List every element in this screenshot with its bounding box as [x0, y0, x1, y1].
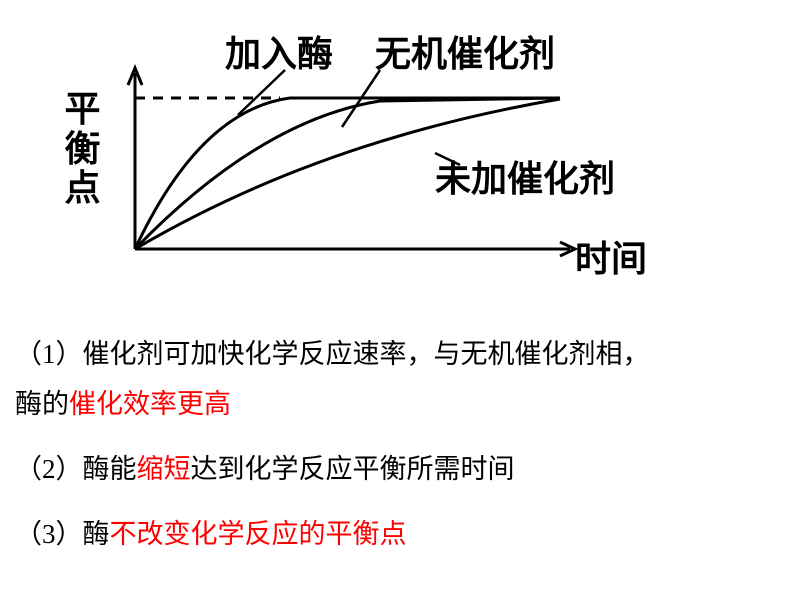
y-axis-label: 平 衡 点	[60, 90, 105, 209]
point-1-line-2: 酶的催化效率更高	[15, 380, 775, 430]
y-axis-label-char2: 衡	[64, 129, 100, 169]
point-1-highlight: 催化效率更高	[69, 389, 231, 419]
curve-label-none: 未加催化剂	[435, 150, 615, 202]
point-1-prefix: （1）催化剂可加快化学反应速率，与无机催化剂相，	[15, 339, 650, 369]
x-axis	[135, 242, 575, 256]
point-1-line-1: （1）催化剂可加快化学反应速率，与无机催化剂相，	[15, 330, 775, 380]
point-2-prefix: （2）酶能	[15, 454, 137, 484]
curve-label-enzyme: 加入酶	[225, 25, 333, 77]
curve-label-inorganic: 无机催化剂	[375, 25, 555, 77]
y-axis-label-char1: 平	[64, 89, 100, 129]
point-3: （3）酶不改变化学反应的平衡点	[15, 510, 775, 560]
y-axis	[128, 68, 142, 249]
point-2-highlight: 缩短	[137, 454, 191, 484]
point-2-suffix: 达到化学反应平衡所需时间	[191, 454, 515, 484]
chart-container: 平 衡 点 时间 加入酶 无机催化剂 未加催化剂	[60, 15, 720, 295]
x-axis-label: 时间	[575, 230, 647, 282]
point-1-line2-prefix: 酶的	[15, 389, 69, 419]
y-axis-label-char3: 点	[64, 168, 100, 208]
point-2: （2）酶能缩短达到化学反应平衡所需时间	[15, 445, 775, 495]
point-3-prefix: （3）酶	[15, 519, 110, 549]
point-3-highlight: 不改变化学反应的平衡点	[110, 519, 407, 549]
